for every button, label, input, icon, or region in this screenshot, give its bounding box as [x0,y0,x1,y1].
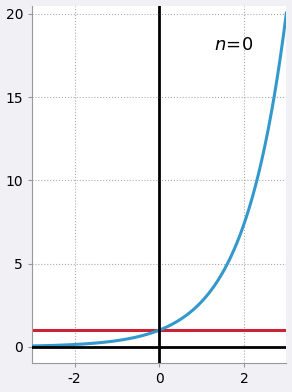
Text: $n\!=\!0$: $n\!=\!0$ [214,36,254,54]
